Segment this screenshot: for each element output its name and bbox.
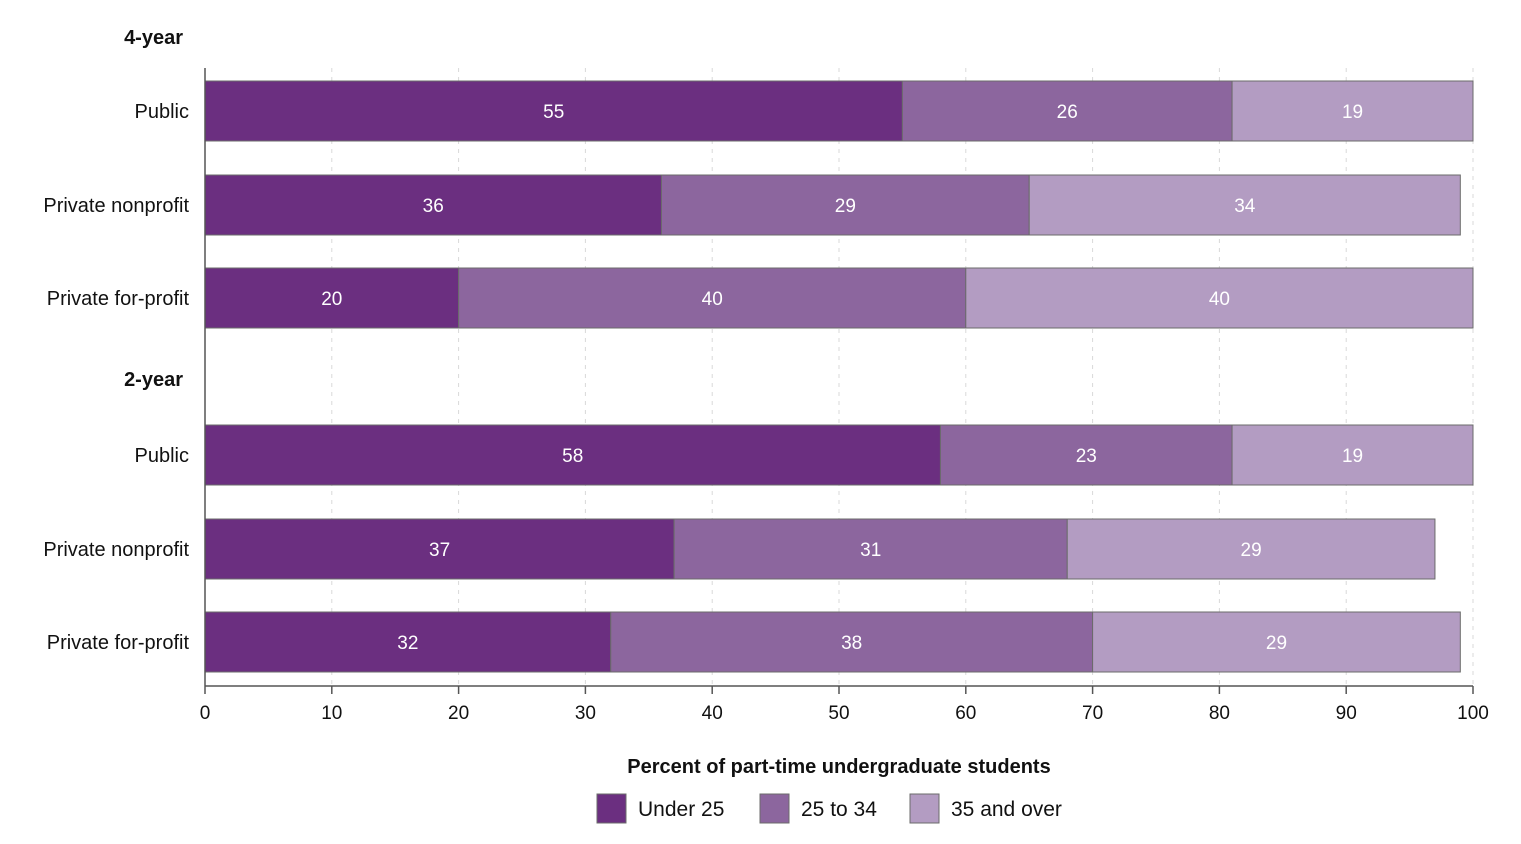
x-tick-label-90: 90 [1336, 703, 1357, 724]
label-layer: 4-year Public Private nonprofit Private for… [43, 27, 189, 654]
data-label-1-2-1: 38 [841, 633, 862, 654]
bar-layer: 55 26 19 36 29 34 20 40 40 58 23 19 37 31 29 32 38 29 [204, 80, 1474, 673]
x-tick-label-10: 10 [321, 703, 342, 724]
bar-segment-0-2-2 [965, 267, 1474, 329]
x-tick-label-60: 60 [955, 703, 976, 724]
data-label-0-2-0: 20 [321, 289, 342, 310]
legend-label-1: 25 to 34 [801, 798, 877, 821]
category-label-1-0: Public [135, 445, 189, 467]
data-label-0-2-2: 40 [1209, 289, 1230, 310]
x-tick-label-100: 100 [1457, 703, 1489, 724]
data-label-0-0-1: 26 [1057, 102, 1078, 123]
data-label-1-0-0: 58 [562, 446, 583, 467]
data-label-1-1-1: 31 [860, 540, 881, 561]
bar-segment-0-1-2 [1028, 174, 1461, 236]
axis-layer: 0 10 20 30 40 50 60 70 80 90 100 [200, 68, 1489, 724]
bar-segment-0-2-1 [458, 267, 967, 329]
data-label-0-0-2: 19 [1342, 102, 1363, 123]
data-label-1-2-2: 29 [1266, 633, 1287, 654]
bar-segment-0-0-1 [901, 80, 1233, 142]
legend-label-0: Under 25 [638, 798, 724, 821]
bar-segment-0-2-0 [204, 267, 460, 329]
data-label-0-1-0: 36 [423, 196, 444, 217]
group-label-1: 2-year [124, 369, 183, 391]
data-label-1-1-0: 37 [429, 540, 450, 561]
x-tick-label-70: 70 [1082, 703, 1103, 724]
category-label-0-1: Private nonprofit [43, 195, 189, 217]
bar-segment-1-1-0 [204, 518, 675, 580]
grid-layer [331, 68, 1474, 686]
x-tick-label-0: 0 [200, 703, 211, 724]
bar-segment-1-0-1 [939, 424, 1233, 486]
legend-swatch-1 [759, 793, 790, 824]
data-label-1-0-1: 23 [1076, 446, 1097, 467]
bar-segment-1-1-1 [673, 518, 1068, 580]
legend-swatch-0 [596, 793, 627, 824]
x-tick-label-20: 20 [448, 703, 469, 724]
category-label-0-2: Private for-profit [47, 288, 190, 310]
data-label-0-0-0: 55 [543, 102, 564, 123]
group-label-0: 4-year [124, 27, 183, 49]
bar-segment-1-0-0 [204, 424, 941, 486]
data-label-0-2-1: 40 [702, 289, 723, 310]
legend-swatch-2 [909, 793, 940, 824]
x-tick-label-80: 80 [1209, 703, 1230, 724]
data-label-1-0-2: 19 [1342, 446, 1363, 467]
bar-segment-0-1-1 [660, 174, 1030, 236]
legend-label-2: 35 and over [951, 798, 1062, 821]
x-tick-label-40: 40 [702, 703, 723, 724]
category-label-1-1: Private nonprofit [43, 539, 189, 561]
data-label-1-1-2: 29 [1241, 540, 1262, 561]
x-tick-label-50: 50 [828, 703, 849, 724]
bar-segment-1-0-2 [1231, 424, 1474, 486]
legend: Under 25 25 to 34 35 and over [596, 793, 1062, 824]
x-tick-label-30: 30 [575, 703, 596, 724]
x-axis-title: Percent of part-time undergraduate stude… [627, 756, 1050, 778]
data-label-1-2-0: 32 [397, 633, 418, 654]
category-label-0-0: Public [135, 101, 189, 123]
bar-segment-1-1-2 [1066, 518, 1436, 580]
bar-segment-0-0-2 [1231, 80, 1474, 142]
data-label-0-1-1: 29 [835, 196, 856, 217]
data-label-0-1-2: 34 [1234, 196, 1256, 217]
category-label-1-2: Private for-profit [47, 632, 190, 654]
bar-segment-0-1-0 [204, 174, 662, 236]
bar-segment-1-2-2 [1092, 611, 1461, 673]
